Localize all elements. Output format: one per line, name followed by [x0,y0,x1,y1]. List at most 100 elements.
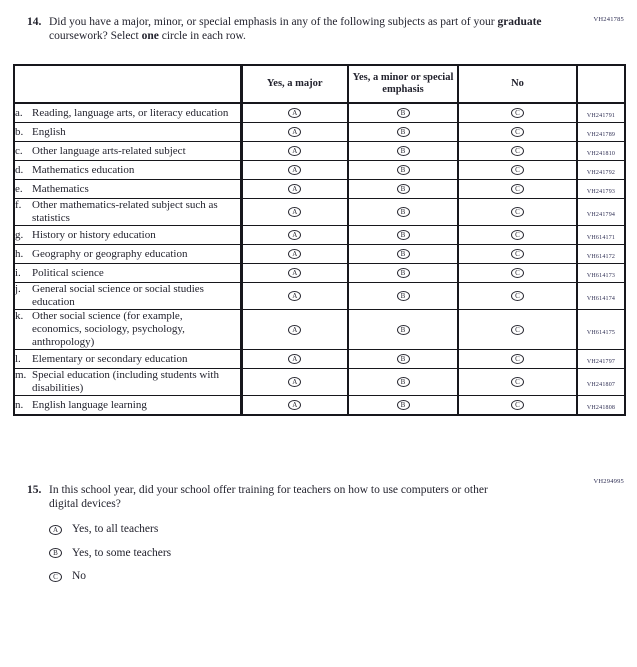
q15-accession-code: VH294995 [593,478,624,485]
answer-bubble-minor[interactable]: B [396,354,410,365]
table-row: a. Reading, language arts, or literacy ed… [13,102,626,123]
answer-bubble-no[interactable]: C [511,354,524,365]
cell-no: C [457,349,578,369]
row-subject: l. Elementary or secondary education [13,349,242,369]
cell-minor: B [347,395,459,416]
row-accession-code: VH241810 [586,151,616,157]
row-accession-code: VH241797 [586,359,616,365]
answer-bubble-minor[interactable]: B [396,230,410,241]
answer-bubble-no[interactable]: C [511,184,524,195]
row-letter: e. [15,182,23,195]
answer-bubble-minor[interactable]: B [396,324,410,335]
row-label: Other social science (for example, econo… [32,310,185,348]
row-accession-code: VH241808 [586,405,616,411]
cell-no: C [457,141,578,161]
answer-bubble-major[interactable]: A [288,108,302,119]
row-letter: d. [15,163,24,176]
cell-major: A [239,349,349,369]
cell-minor: B [347,141,459,161]
row-subject: i. Political science [13,263,242,283]
row-label: Other mathematics-related subject such a… [32,199,218,224]
answer-bubble-a[interactable]: A [49,524,62,535]
answer-bubble-no[interactable]: C [511,268,524,279]
answer-bubble-b[interactable]: B [49,548,62,559]
answer-bubble-minor[interactable]: B [396,249,410,260]
question-14-number: 14. [27,16,42,28]
q14-text-one: one [141,29,159,42]
cell-major: A [239,179,349,199]
cell-major: A [239,368,349,396]
answer-bubble-c[interactable]: C [49,571,62,582]
row-subject: b. English [13,122,242,142]
answer-bubble-major[interactable]: A [288,165,302,176]
q15-option-label: No [72,570,87,582]
row-letter: f. [15,199,22,211]
answer-bubble-major[interactable]: A [288,324,302,335]
row-subject: k. Other social science (for example, eco… [13,309,242,350]
cell-no: C [457,263,578,283]
answer-bubble-minor[interactable]: B [396,127,410,138]
row-label: Special education (including students wi… [32,369,219,394]
row-accession-code: VH241794 [586,212,616,218]
answer-bubble-minor[interactable]: B [396,400,410,411]
row-label: History or history education [32,228,156,241]
row-accession-code-cell: VH241794 [576,198,626,226]
answer-bubble-major[interactable]: A [288,291,302,302]
answer-bubble-major[interactable]: A [288,146,302,157]
q14-text-graduate: graduate [497,16,542,28]
answer-bubble-major[interactable]: A [288,207,302,218]
row-accession-code: VH614174 [586,296,616,302]
cell-major: A [239,102,349,123]
answer-bubble-no[interactable]: C [511,165,524,176]
answer-bubble-no[interactable]: C [511,146,524,157]
answer-bubble-minor[interactable]: B [396,146,410,157]
q14-subject-matrix-table: Yes, a major Yes, a minor or special emp… [13,64,626,416]
cell-minor: B [347,282,459,310]
answer-bubble-major[interactable]: A [288,184,302,195]
answer-bubble-major[interactable]: A [288,230,302,241]
cell-minor: B [347,263,459,283]
cell-major: A [239,141,349,161]
answer-bubble-major[interactable]: A [288,249,302,260]
answer-bubble-no[interactable]: C [511,249,524,260]
answer-bubble-major[interactable]: A [288,268,302,279]
answer-bubble-no[interactable]: C [511,230,524,241]
answer-bubble-no[interactable]: C [511,291,524,302]
answer-bubble-minor[interactable]: B [396,108,410,119]
row-accession-code-cell: VH241792 [576,160,626,180]
cell-minor: B [347,244,459,264]
row-subject: g. History or history education [13,225,242,245]
row-subject: c. Other language arts-related subject [13,141,242,161]
row-accession-code: VH614172 [586,254,616,260]
answer-bubble-major[interactable]: A [288,400,302,411]
row-label: Elementary or secondary education [32,352,188,365]
question-14-text: Did you have a major, minor, or special … [49,16,581,43]
answer-bubble-no[interactable]: C [511,207,524,218]
cell-minor: B [347,309,459,350]
header-no: No [457,64,578,104]
answer-bubble-no[interactable]: C [511,400,524,411]
cell-major: A [239,122,349,142]
answer-bubble-no[interactable]: C [511,127,524,138]
answer-bubble-minor[interactable]: B [396,377,410,388]
answer-bubble-no[interactable]: C [511,108,524,119]
row-subject: e. Mathematics [13,179,242,199]
q15-accession-code-container: VH294995 [0,416,637,485]
answer-bubble-minor[interactable]: B [396,268,410,279]
answer-bubble-major[interactable]: A [288,127,302,138]
answer-bubble-no[interactable]: C [511,377,524,388]
answer-bubble-minor[interactable]: B [396,165,410,176]
cell-major: A [239,263,349,283]
answer-bubble-no[interactable]: C [511,324,524,335]
answer-bubble-minor[interactable]: B [396,291,410,302]
cell-minor: B [347,102,459,123]
answer-bubble-major[interactable]: A [288,354,302,365]
cell-major: A [239,160,349,180]
answer-bubble-major[interactable]: A [288,377,302,388]
answer-bubble-minor[interactable]: B [396,207,410,218]
q15-option-label: Yes, to all teachers [72,523,159,535]
cell-major: A [239,282,349,310]
row-accession-code-cell: VH614172 [576,244,626,264]
answer-bubble-minor[interactable]: B [396,184,410,195]
cell-minor: B [347,179,459,199]
